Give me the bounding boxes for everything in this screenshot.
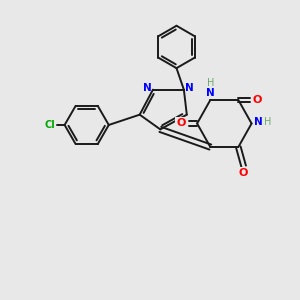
Text: Cl: Cl: [44, 120, 55, 130]
Text: N: N: [206, 88, 215, 98]
Text: N: N: [254, 117, 262, 127]
Text: H: H: [207, 78, 214, 88]
Text: O: O: [253, 95, 262, 105]
Text: H: H: [264, 117, 272, 127]
Text: O: O: [239, 168, 248, 178]
Text: N: N: [185, 83, 194, 93]
Text: N: N: [143, 83, 152, 93]
Text: O: O: [176, 118, 186, 128]
